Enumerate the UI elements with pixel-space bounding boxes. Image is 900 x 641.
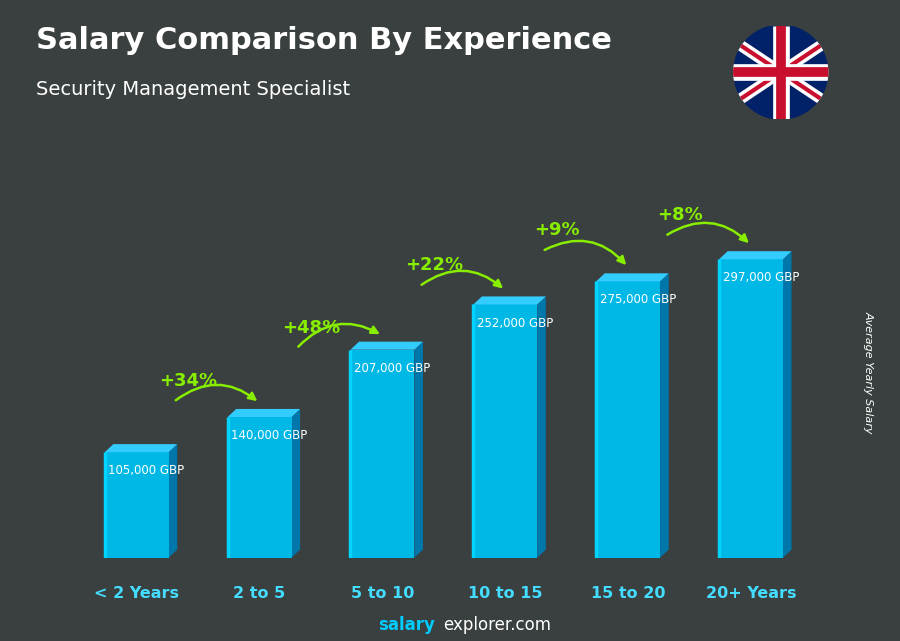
FancyBboxPatch shape [596,281,660,558]
Text: 297,000 GBP: 297,000 GBP [723,271,799,285]
FancyBboxPatch shape [473,304,537,558]
Text: salary: salary [378,616,435,634]
Text: 140,000 GBP: 140,000 GBP [231,429,308,442]
Text: +8%: +8% [657,206,703,224]
Polygon shape [350,342,423,350]
Polygon shape [596,273,669,281]
FancyBboxPatch shape [719,259,783,558]
Polygon shape [473,296,545,304]
Text: 2 to 5: 2 to 5 [233,586,285,601]
Text: 5 to 10: 5 to 10 [351,586,414,601]
Text: +48%: +48% [282,319,340,337]
Polygon shape [168,444,177,558]
Polygon shape [292,409,300,558]
Polygon shape [783,251,791,558]
Text: +34%: +34% [159,372,218,390]
Text: Salary Comparison By Experience: Salary Comparison By Experience [36,26,612,54]
Text: +22%: +22% [405,256,464,274]
Polygon shape [719,251,791,259]
Polygon shape [537,296,545,558]
Text: +9%: +9% [534,221,580,239]
Text: 10 to 15: 10 to 15 [468,586,543,601]
Text: Security Management Specialist: Security Management Specialist [36,80,350,99]
Text: < 2 Years: < 2 Years [94,586,179,601]
Text: 275,000 GBP: 275,000 GBP [600,294,676,306]
Polygon shape [228,409,300,417]
Polygon shape [414,342,423,558]
Polygon shape [104,444,177,452]
FancyBboxPatch shape [350,350,414,558]
Text: 105,000 GBP: 105,000 GBP [109,464,184,477]
Text: Average Yearly Salary: Average Yearly Salary [863,310,874,433]
FancyBboxPatch shape [104,452,168,558]
Text: 15 to 20: 15 to 20 [591,586,665,601]
Text: 252,000 GBP: 252,000 GBP [477,317,554,329]
Text: 207,000 GBP: 207,000 GBP [355,362,430,375]
FancyBboxPatch shape [228,417,292,558]
Text: 20+ Years: 20+ Years [706,586,796,601]
Text: explorer.com: explorer.com [443,616,551,634]
Polygon shape [660,273,669,558]
